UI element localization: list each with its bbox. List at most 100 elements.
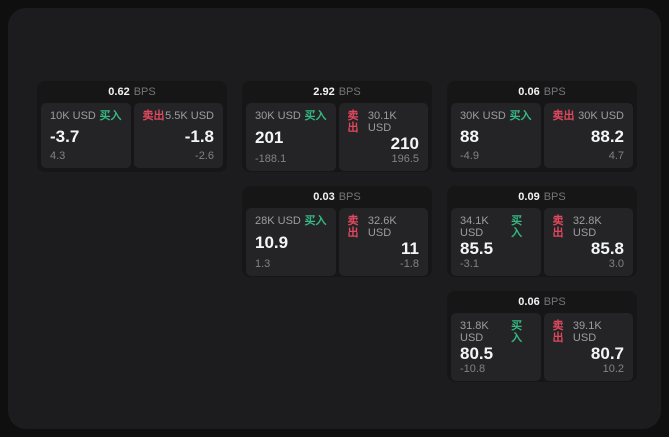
quote-card: 0.06 BPS 30K USD 买入 88 -4.9 卖出 30K USD bbox=[447, 81, 637, 172]
spread-header: 0.09 BPS bbox=[447, 186, 637, 208]
buy-price: 88 bbox=[460, 126, 479, 146]
spread-value: 0.06 bbox=[518, 86, 540, 98]
buy-side-label: 买入 bbox=[511, 215, 523, 239]
buy-panel-top: 34.1K USD 买入 bbox=[460, 215, 532, 239]
quote-card: 2.92 BPS 30K USD 买入 201 -188.1 卖出 30.1K … bbox=[242, 81, 432, 172]
buy-price: 201 bbox=[255, 128, 284, 147]
sell-size-label: 30.1K USD bbox=[367, 110, 397, 134]
sell-quote-button[interactable]: 卖出 30.1K USD 210 196.5 bbox=[338, 103, 428, 171]
spread-unit: BPS bbox=[543, 296, 566, 308]
buy-side-label: 买入 bbox=[511, 320, 523, 344]
sell-price: 80.7 bbox=[590, 344, 624, 363]
buy-size-label: 31.8K USD bbox=[460, 320, 489, 344]
card-body: 30K USD 买入 88 -4.9 卖出 30K USD 88.2 4.7 bbox=[447, 103, 637, 172]
spread-header: 2.92 BPS bbox=[242, 81, 432, 103]
buy-delta: -188.1 bbox=[255, 153, 287, 165]
sell-size-label: 39.1K USD bbox=[572, 320, 602, 344]
sell-panel-top: 卖出 32.8K USD bbox=[553, 215, 625, 239]
buy-size-label: 28K USD bbox=[255, 215, 301, 227]
sell-quote-button[interactable]: 卖出 32.8K USD 85.8 3.0 bbox=[543, 208, 633, 276]
buy-side-label: 买入 bbox=[509, 110, 532, 122]
quote-card: 0.03 BPS 28K USD 买入 10.9 1.3 卖出 32.6K US… bbox=[242, 186, 432, 277]
sell-delta: 3.0 bbox=[608, 258, 624, 270]
quote-cards-grid: 0.62 BPS 10K USD 买入 -3.7 4.3 卖出 5.5K USD bbox=[37, 81, 637, 382]
sell-panel-top: 卖出 32.6K USD bbox=[348, 215, 420, 239]
spread-unit: BPS bbox=[133, 86, 156, 98]
buy-delta: 1.3 bbox=[255, 258, 271, 270]
sell-side-label: 卖出 bbox=[552, 320, 564, 344]
sell-panel-top: 卖出 30K USD bbox=[553, 110, 625, 122]
buy-quote-button[interactable]: 31.8K USD 买入 80.5 -10.8 bbox=[451, 313, 541, 381]
card-body: 10K USD 买入 -3.7 4.3 卖出 5.5K USD -1.8 -2.… bbox=[37, 103, 227, 172]
sell-price: 88.2 bbox=[590, 126, 624, 146]
sell-quote-button[interactable]: 卖出 30K USD 88.2 4.7 bbox=[543, 103, 633, 168]
card-body: 31.8K USD 买入 80.5 -10.8 卖出 39.1K USD 80.… bbox=[447, 313, 637, 385]
buy-panel-top: 10K USD 买入 bbox=[50, 110, 122, 122]
quote-card: 0.06 BPS 31.8K USD 买入 80.5 -10.8 卖出 39.1… bbox=[447, 291, 637, 382]
sell-price: 11 bbox=[401, 239, 419, 258]
card-body: 28K USD 买入 10.9 1.3 卖出 32.6K USD 11 -1.8 bbox=[242, 208, 432, 280]
sell-side-label: 卖出 bbox=[552, 215, 564, 239]
sell-panel-top: 卖出 30.1K USD bbox=[348, 110, 420, 134]
buy-panel-top: 30K USD 买入 bbox=[460, 110, 532, 122]
spread-header: 0.62 BPS bbox=[37, 81, 227, 103]
sell-side-label: 卖出 bbox=[142, 110, 165, 122]
sell-quote-button[interactable]: 卖出 5.5K USD -1.8 -2.6 bbox=[133, 103, 223, 168]
buy-quote-button[interactable]: 30K USD 买入 88 -4.9 bbox=[451, 103, 541, 168]
buy-panel-top: 31.8K USD 买入 bbox=[460, 320, 532, 344]
sell-delta: -2.6 bbox=[195, 150, 214, 162]
buy-delta: -4.9 bbox=[460, 150, 479, 162]
buy-delta: 4.3 bbox=[50, 150, 66, 162]
sell-size-label: 32.8K USD bbox=[572, 215, 602, 239]
spread-unit: BPS bbox=[338, 191, 361, 203]
spread-value: 0.62 bbox=[108, 86, 130, 98]
spread-unit: BPS bbox=[543, 191, 566, 203]
buy-size-label: 34.1K USD bbox=[460, 215, 489, 239]
buy-panel-top: 28K USD 买入 bbox=[255, 215, 327, 227]
spread-header: 0.03 BPS bbox=[242, 186, 432, 208]
buy-delta: -10.8 bbox=[460, 363, 486, 375]
sell-side-label: 卖出 bbox=[347, 215, 359, 239]
buy-side-label: 买入 bbox=[99, 110, 122, 122]
buy-price: 85.5 bbox=[460, 239, 494, 258]
buy-price: 10.9 bbox=[255, 233, 289, 252]
spread-value: 0.03 bbox=[313, 191, 335, 203]
spread-value: 0.09 bbox=[518, 191, 540, 203]
buy-quote-button[interactable]: 34.1K USD 买入 85.5 -3.1 bbox=[451, 208, 541, 276]
sell-size-label: 5.5K USD bbox=[165, 110, 214, 122]
sell-price: 85.8 bbox=[590, 239, 624, 258]
spread-value: 2.92 bbox=[313, 86, 335, 98]
card-body: 30K USD 买入 201 -188.1 卖出 30.1K USD 210 1… bbox=[242, 103, 432, 175]
sell-panel-top: 卖出 5.5K USD bbox=[143, 110, 215, 122]
buy-side-label: 买入 bbox=[304, 110, 327, 122]
sell-price: -1.8 bbox=[184, 126, 214, 146]
buy-panel-top: 30K USD 买入 bbox=[255, 110, 327, 122]
buy-size-label: 30K USD bbox=[255, 110, 301, 122]
sell-panel-top: 卖出 39.1K USD bbox=[553, 320, 625, 344]
sell-delta: 196.5 bbox=[391, 153, 419, 165]
buy-price: -3.7 bbox=[50, 126, 80, 146]
spread-header: 0.06 BPS bbox=[447, 81, 637, 103]
buy-side-label: 买入 bbox=[304, 215, 327, 227]
buy-size-label: 30K USD bbox=[460, 110, 506, 122]
sell-delta: 10.2 bbox=[602, 363, 624, 375]
sell-size-label: 30K USD bbox=[578, 110, 624, 122]
buy-quote-button[interactable]: 10K USD 买入 -3.7 4.3 bbox=[41, 103, 131, 168]
buy-quote-button[interactable]: 30K USD 买入 201 -188.1 bbox=[246, 103, 336, 171]
sell-quote-button[interactable]: 卖出 39.1K USD 80.7 10.2 bbox=[543, 313, 633, 381]
sell-side-label: 卖出 bbox=[552, 110, 575, 122]
card-body: 34.1K USD 买入 85.5 -3.1 卖出 32.8K USD 85.8… bbox=[447, 208, 637, 280]
buy-quote-button[interactable]: 28K USD 买入 10.9 1.3 bbox=[246, 208, 336, 276]
main-panel: 0.62 BPS 10K USD 买入 -3.7 4.3 卖出 5.5K USD bbox=[8, 8, 661, 429]
spread-value: 0.06 bbox=[518, 296, 540, 308]
sell-delta: 4.7 bbox=[608, 150, 624, 162]
sell-size-label: 32.6K USD bbox=[367, 215, 397, 239]
spread-unit: BPS bbox=[543, 86, 566, 98]
buy-size-label: 10K USD bbox=[50, 110, 96, 122]
spread-unit: BPS bbox=[338, 86, 361, 98]
spread-header: 0.06 BPS bbox=[447, 291, 637, 313]
sell-quote-button[interactable]: 卖出 32.6K USD 11 -1.8 bbox=[338, 208, 428, 276]
quote-card: 0.09 BPS 34.1K USD 买入 85.5 -3.1 卖出 32.8K… bbox=[447, 186, 637, 277]
quote-card: 0.62 BPS 10K USD 买入 -3.7 4.3 卖出 5.5K USD bbox=[37, 81, 227, 172]
buy-price: 80.5 bbox=[460, 344, 494, 363]
